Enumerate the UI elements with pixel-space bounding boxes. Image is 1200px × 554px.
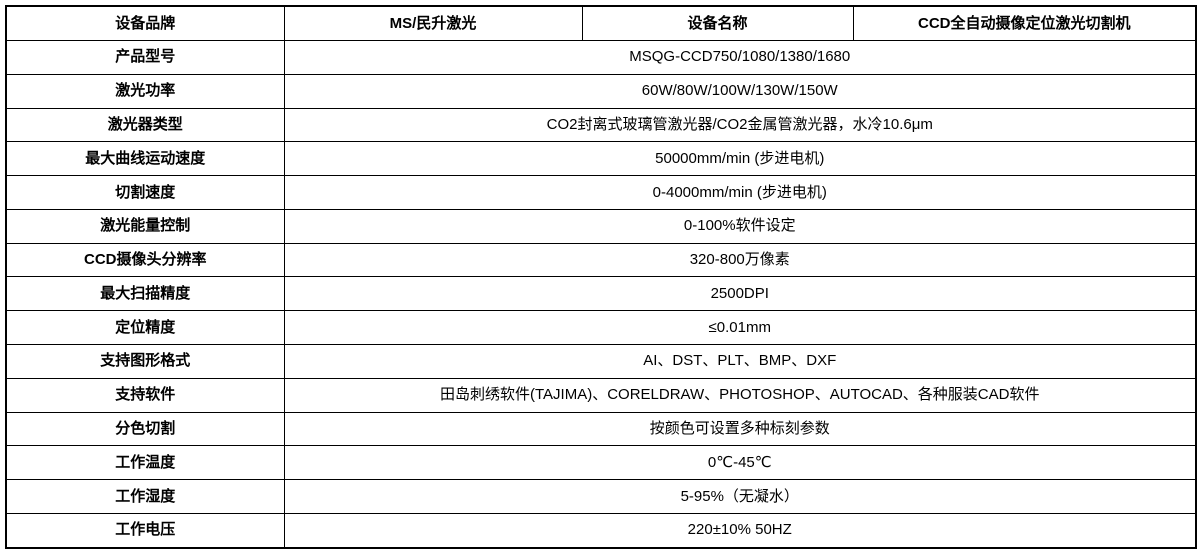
spec-value: 0-4000mm/min (步进电机)	[283, 175, 1197, 210]
device-name-label: 设备名称	[581, 5, 854, 42]
table-row: CCD摄像头分辨率 320-800万像素	[5, 242, 1197, 278]
spec-table: 设备品牌 MS/民升激光 设备名称 CCD全自动摄像定位激光切割机 产品型号 M…	[5, 5, 1197, 549]
spec-label: 分色切割	[5, 411, 285, 447]
spec-label: 支持软件	[5, 377, 285, 413]
spec-value: 320-800万像素	[283, 242, 1197, 278]
device-name-value: CCD全自动摄像定位激光切割机	[852, 5, 1197, 42]
spec-value: MSQG-CCD750/1080/1380/1680	[283, 40, 1197, 75]
spec-label: 支持图形格式	[5, 344, 285, 379]
brand-label: 设备品牌	[5, 5, 285, 42]
table-row: 支持软件 田岛刺绣软件(TAJIMA)、CORELDRAW、PHOTOSHOP、…	[5, 377, 1197, 413]
header-row: 设备品牌 MS/民升激光 设备名称 CCD全自动摄像定位激光切割机	[5, 5, 1197, 42]
table-row: 最大扫描精度 2500DPI	[5, 276, 1197, 312]
table-row: 工作电压 220±10% 50HZ	[5, 512, 1197, 549]
table-row: 最大曲线运动速度 50000mm/min (步进电机)	[5, 141, 1197, 177]
spec-value: 5-95%（无凝水）	[283, 479, 1197, 514]
spec-value: CO2封离式玻璃管激光器/CO2金属管激光器，水冷10.6μm	[283, 107, 1197, 143]
table-row: 分色切割 按颜色可设置多种标刻参数	[5, 411, 1197, 447]
spec-value: 2500DPI	[283, 276, 1197, 312]
spec-label: 最大曲线运动速度	[5, 141, 285, 177]
spec-label: 激光器类型	[5, 107, 285, 143]
table-row: 切割速度 0-4000mm/min (步进电机)	[5, 175, 1197, 210]
table-row: 工作湿度 5-95%（无凝水）	[5, 479, 1197, 514]
spec-label: 工作电压	[5, 512, 285, 549]
spec-label: 激光功率	[5, 73, 285, 109]
spec-label: 工作湿度	[5, 479, 285, 514]
spec-label: 工作温度	[5, 445, 285, 481]
spec-label: 产品型号	[5, 40, 285, 75]
table-row: 定位精度 ≤0.01mm	[5, 310, 1197, 346]
spec-value: AI、DST、PLT、BMP、DXF	[283, 344, 1197, 379]
spec-value: 按颜色可设置多种标刻参数	[283, 411, 1197, 447]
spec-value: 220±10% 50HZ	[283, 512, 1197, 549]
table-row: 支持图形格式 AI、DST、PLT、BMP、DXF	[5, 344, 1197, 379]
spec-label: 定位精度	[5, 310, 285, 346]
spec-label: CCD摄像头分辨率	[5, 242, 285, 278]
spec-value: 田岛刺绣软件(TAJIMA)、CORELDRAW、PHOTOSHOP、AUTOC…	[283, 377, 1197, 413]
table-row: 激光能量控制 0-100%软件设定	[5, 208, 1197, 244]
spec-label: 切割速度	[5, 175, 285, 210]
table-row: 产品型号 MSQG-CCD750/1080/1380/1680	[5, 40, 1197, 75]
spec-label: 最大扫描精度	[5, 276, 285, 312]
brand-value: MS/民升激光	[283, 5, 583, 42]
table-row: 工作温度 0℃-45℃	[5, 445, 1197, 481]
table-row: 激光功率 60W/80W/100W/130W/150W	[5, 73, 1197, 109]
spec-label: 激光能量控制	[5, 208, 285, 244]
spec-value: 0-100%软件设定	[283, 208, 1197, 244]
spec-value: 50000mm/min (步进电机)	[283, 141, 1197, 177]
spec-value: 60W/80W/100W/130W/150W	[283, 73, 1197, 109]
spec-value: 0℃-45℃	[283, 445, 1197, 481]
table-row: 激光器类型 CO2封离式玻璃管激光器/CO2金属管激光器，水冷10.6μm	[5, 107, 1197, 143]
spec-value: ≤0.01mm	[283, 310, 1197, 346]
